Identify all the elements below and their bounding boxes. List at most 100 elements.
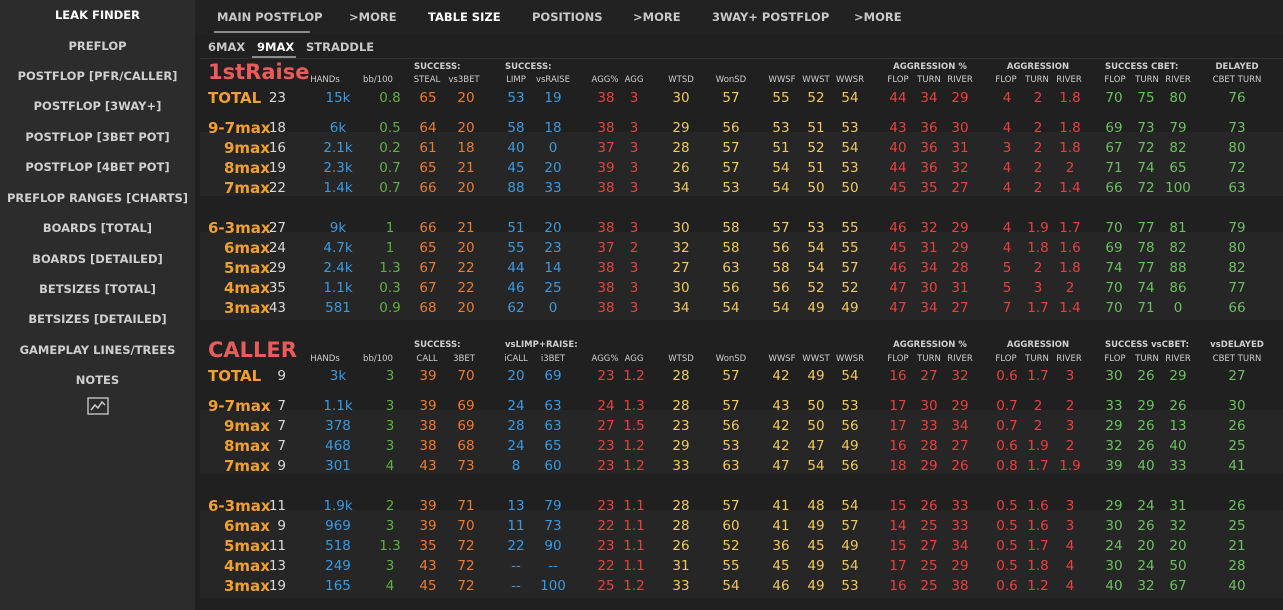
- row-label[interactable]: 6max: [224, 239, 270, 257]
- sidebar-item-betsizes-total[interactable]: BETSIZES [TOTAL]: [39, 282, 156, 296]
- sidebar-item-notes[interactable]: NOTES: [75, 373, 120, 387]
- row-label[interactable]: 5max: [224, 537, 270, 555]
- column-header: vsRAISE: [535, 75, 571, 85]
- stat-cell: 73: [544, 518, 562, 534]
- stat-cell: 33: [951, 518, 969, 534]
- row-label[interactable]: 7max: [224, 457, 270, 475]
- row-label[interactable]: 8max: [224, 159, 270, 177]
- sidebar-item-gameplay-lines-trees[interactable]: GAMEPLAY LINES/TREES: [19, 343, 176, 357]
- tab-6[interactable]: >MORE: [854, 10, 902, 24]
- subtab-9max[interactable]: 9MAX: [257, 40, 295, 54]
- stat-cell: 24: [268, 240, 286, 256]
- row-label[interactable]: 3max: [224, 577, 270, 595]
- stat-cell: 24: [1137, 558, 1155, 574]
- tab-4[interactable]: >MORE: [633, 10, 681, 24]
- stat-cell: 20: [457, 180, 475, 196]
- row-label[interactable]: 9-7max: [208, 119, 271, 137]
- row-label[interactable]: 8max: [224, 437, 270, 455]
- stat-cell: 57: [772, 220, 790, 236]
- sidebar-item-postflop-4bet-pot[interactable]: POSTFLOP [4BET POT]: [25, 160, 170, 174]
- stat-cell: 1.9: [1027, 220, 1049, 236]
- stat-cell: 54: [722, 300, 740, 316]
- tab-3[interactable]: POSITIONS: [532, 10, 603, 24]
- stat-cell: 50: [1169, 558, 1187, 574]
- stat-cell: 468: [325, 438, 351, 454]
- row-label[interactable]: 7max: [224, 179, 270, 197]
- stat-cell: 4: [385, 458, 395, 474]
- line-chart-icon[interactable]: [87, 397, 109, 415]
- subtab-6max[interactable]: 6MAX: [208, 40, 246, 54]
- stat-cell: 34: [920, 300, 938, 316]
- row-label[interactable]: 3max: [224, 299, 270, 317]
- column-header: WWSF: [768, 75, 796, 85]
- stat-cell: 55: [841, 240, 859, 256]
- stat-cell: 66: [419, 220, 437, 236]
- sidebar-item-postflop-3bet-pot[interactable]: POSTFLOP [3BET POT]: [25, 130, 170, 144]
- sidebar-item-postflop-3way[interactable]: POSTFLOP [3WAY+]: [33, 99, 162, 113]
- stat-cell: 1: [385, 220, 395, 236]
- row-label[interactable]: 6max: [224, 517, 270, 535]
- stat-cell: 20: [1169, 538, 1187, 554]
- stat-cell: 42: [772, 368, 790, 384]
- stat-cell: 1.8: [1027, 558, 1049, 574]
- stat-cell: 3: [385, 438, 395, 454]
- row-label[interactable]: 9max: [224, 139, 270, 157]
- stat-cell: 1.1k: [323, 280, 353, 296]
- stat-cell: 34: [951, 418, 969, 434]
- sidebar-item-leak-finder[interactable]: LEAK FINDER: [54, 8, 140, 22]
- stat-cell: 60: [544, 458, 562, 474]
- subtab-straddle[interactable]: STRADDLE: [306, 40, 375, 54]
- group-header: vsLIMP+RAISE:: [505, 340, 578, 350]
- stat-cell: 38: [597, 120, 615, 136]
- stat-cell: 31: [951, 140, 969, 156]
- row-label[interactable]: 9-7max: [208, 397, 271, 415]
- stat-cell: 63: [722, 458, 740, 474]
- column-header: AGG%: [591, 354, 619, 364]
- stat-cell: 38: [419, 438, 437, 454]
- stat-cell: 42: [772, 438, 790, 454]
- stat-cell: 41: [1228, 458, 1246, 474]
- stat-cell: 21: [457, 160, 475, 176]
- stat-cell: 14: [889, 518, 907, 534]
- stat-cell: 29: [951, 90, 969, 106]
- tab-0[interactable]: MAIN POSTFLOP: [217, 10, 323, 24]
- stat-cell: 26: [951, 458, 969, 474]
- row-label[interactable]: 4max: [224, 557, 270, 575]
- stat-cell: 54: [772, 300, 790, 316]
- row-label[interactable]: 6-3max: [208, 219, 271, 237]
- sidebar-item-betsizes-detailed[interactable]: BETSIZES [DETAILED]: [28, 312, 167, 326]
- stat-cell: 1.7: [1059, 220, 1081, 236]
- stat-cell: 32: [951, 160, 969, 176]
- stat-cell: 33: [1169, 458, 1187, 474]
- stat-cell: 16: [889, 368, 907, 384]
- sidebar-item-preflop-ranges-charts[interactable]: PREFLOP RANGES [CHARTS]: [6, 191, 189, 205]
- stat-cell: 0: [548, 300, 558, 316]
- stat-cell: 56: [722, 120, 740, 136]
- row-label[interactable]: TOTAL: [208, 367, 262, 385]
- column-header: TURN: [917, 75, 941, 85]
- stat-cell: 1.1: [623, 558, 645, 574]
- sidebar-item-postflop-pfr-caller[interactable]: POSTFLOP [PFR/CALLER]: [17, 69, 178, 83]
- sidebar-item-boards-total[interactable]: BOARDS [TOTAL]: [42, 221, 153, 235]
- stat-cell: 46: [772, 578, 790, 594]
- stat-cell: 33: [672, 578, 690, 594]
- tab-5[interactable]: 3WAY+ POSTFLOP: [712, 10, 830, 24]
- stat-cell: 27: [920, 538, 938, 554]
- row-label[interactable]: 6-3max: [208, 497, 271, 515]
- stat-cell: 69: [1105, 240, 1123, 256]
- stat-cell: 0.6: [996, 368, 1018, 384]
- tab-1[interactable]: >MORE: [349, 10, 397, 24]
- column-header: STEAL: [413, 75, 441, 85]
- row-label[interactable]: TOTAL: [208, 89, 262, 107]
- stat-cell: 43: [419, 458, 437, 474]
- row-label[interactable]: 4max: [224, 279, 270, 297]
- sidebar-item-preflop[interactable]: PREFLOP: [68, 39, 127, 53]
- stat-cell: 26: [1137, 438, 1155, 454]
- row-label[interactable]: 5max: [224, 259, 270, 277]
- tab-2[interactable]: TABLE SIZE: [428, 10, 501, 24]
- stat-cell: 15k: [325, 90, 351, 106]
- stat-cell: 1.7: [1027, 538, 1049, 554]
- stat-cell: 52: [807, 140, 825, 156]
- sidebar-item-boards-detailed[interactable]: BOARDS [DETAILED]: [32, 252, 163, 266]
- row-label[interactable]: 9max: [224, 417, 270, 435]
